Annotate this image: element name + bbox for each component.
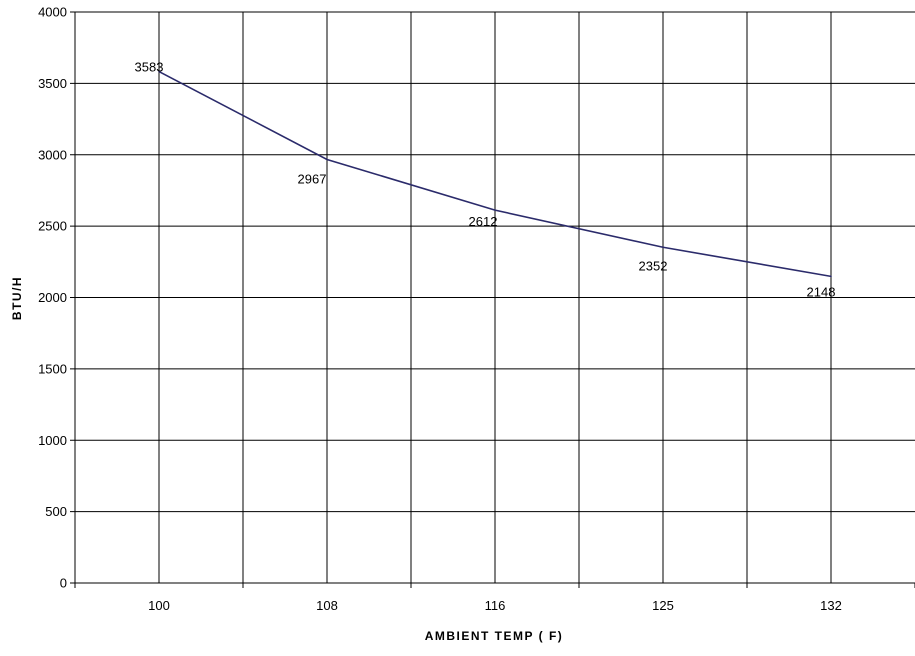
y-tick-label-1000: 1000	[38, 433, 67, 448]
y-tick-label-1500: 1500	[38, 361, 67, 376]
series	[158, 70, 832, 278]
data-point-132	[830, 275, 832, 278]
x-axis-title: AMBIENT TEMP ( F)	[425, 629, 564, 643]
x-tick-label-132: 132	[820, 598, 842, 613]
data-point-108	[326, 158, 328, 161]
y-tick-label-4000: 4000	[38, 5, 67, 20]
data-label-108: 2967	[298, 171, 327, 186]
data-label-132: 2148	[807, 284, 836, 299]
x-tick-label-125: 125	[652, 598, 674, 613]
tick-labels: 0 500 1000 1500 2000 2500 3000 3500 4000 100 108 11…	[38, 5, 842, 614]
x-tick-label-116: 116	[485, 598, 506, 613]
grid-lines	[75, 11, 915, 583]
y-axis-title: BTU/H	[10, 276, 24, 320]
y-tick-label-3500: 3500	[38, 76, 67, 91]
y-tick-label-0: 0	[60, 576, 67, 591]
data-labels: 3583 2967 2612 2352 2148	[135, 60, 836, 300]
data-label-116: 2612	[469, 214, 498, 229]
data-point-100	[158, 70, 160, 73]
data-label-100: 3583	[135, 60, 164, 75]
data-point-116	[494, 209, 496, 211]
x-tick-label-108: 108	[316, 598, 338, 613]
y-tick-label-2500: 2500	[38, 219, 67, 234]
x-tick-label-100: 100	[148, 598, 170, 613]
data-label-125: 2352	[639, 258, 668, 273]
data-point-125	[662, 246, 664, 249]
y-tick-label-500: 500	[45, 504, 67, 519]
axes	[70, 11, 915, 588]
y-tick-label-2000: 2000	[38, 290, 67, 305]
y-tick-label-3000: 3000	[38, 147, 67, 162]
